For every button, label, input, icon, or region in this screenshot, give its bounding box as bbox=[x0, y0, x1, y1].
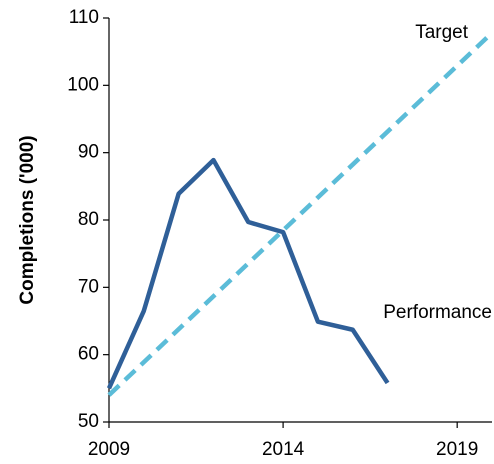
y-axis-label: Completions ('000) bbox=[17, 135, 38, 304]
series-label: Performance bbox=[383, 302, 492, 323]
x-tick-label: 2009 bbox=[88, 439, 130, 460]
y-tick-label: 60 bbox=[78, 344, 99, 365]
series-line bbox=[107, 31, 494, 397]
y-tick-label: 110 bbox=[69, 7, 99, 28]
y-tick-label: 50 bbox=[78, 411, 99, 432]
y-tick-label: 80 bbox=[78, 209, 99, 230]
y-tick-label: 100 bbox=[67, 74, 99, 95]
x-tick-label: 2014 bbox=[262, 439, 305, 460]
y-tick-label: 70 bbox=[78, 276, 99, 297]
x-tick-label: 2019 bbox=[436, 439, 478, 460]
series-label: Target bbox=[415, 22, 469, 43]
series-line bbox=[106, 157, 390, 390]
y-tick-label: 90 bbox=[78, 142, 99, 163]
